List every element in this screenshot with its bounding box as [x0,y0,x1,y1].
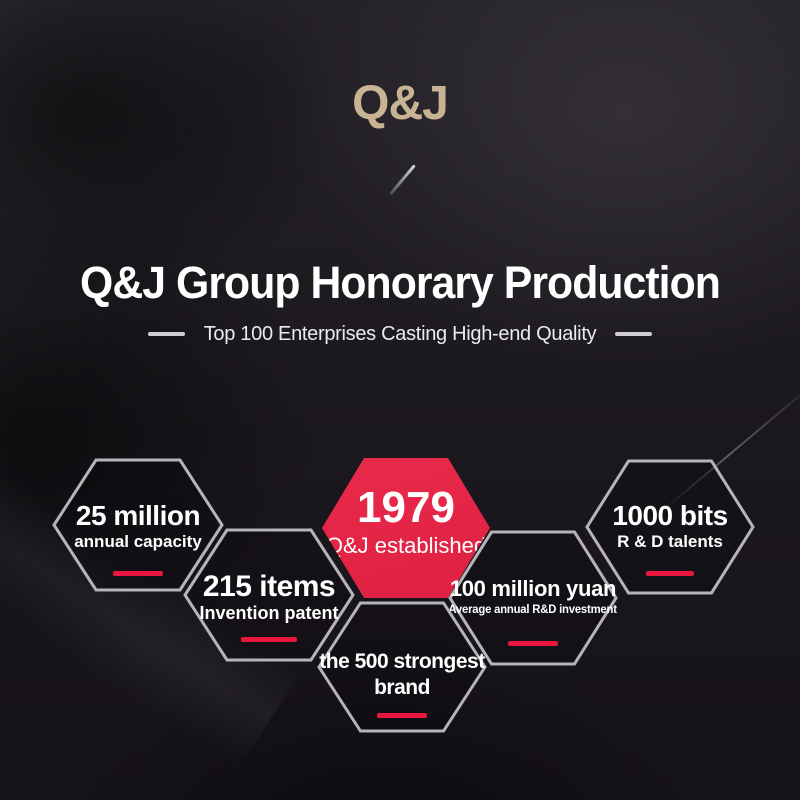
stat-content: 100 million yuan Average annual R&D inve… [448,530,618,666]
subtitle-row: Top 100 Enterprises Casting High-end Qua… [0,320,800,348]
page-title: Q&J Group Honorary Production [80,257,721,309]
stat-label: Q&J established [325,533,487,558]
stat-hexagon-rd-investment: 100 million yuan Average annual R&D inve… [448,530,618,666]
subtitle-text: Top 100 Enterprises Casting High-end Qua… [203,322,597,345]
divider-dash-right [615,332,653,336]
stat-label: Invention patent [199,603,339,623]
hexagon-outline [448,530,618,666]
red-underline [113,571,163,576]
stat-label: Average annual R&D investment [448,602,618,616]
stat-value: 1979 [357,483,455,532]
hexagon-outline [585,459,755,595]
stat-content: 25 million annual capacity [52,458,224,592]
red-underline [377,713,427,718]
stat-content: 1979 Q&J established [322,458,490,598]
hexagon-outline [183,528,355,662]
stat-value: the 500 strongest [319,650,485,673]
hexagon-outline [317,601,487,733]
stat-hexagon-rd-talents: 1000 bits R & D talents [585,459,755,595]
red-underline [646,571,694,576]
stat-hexagon-top500-brand: the 500 strongest brand [317,601,487,733]
stat-content: 215 items Invention patent [183,528,355,662]
divider-dash-left [147,332,185,336]
brand-logo: Q&J [352,77,449,130]
stat-content: 1000 bits R & D talents [585,459,755,595]
stat-value: 25 million [75,500,201,531]
hexagon-outline [52,458,224,592]
stat-label: brand [374,676,430,699]
stat-label: annual capacity [74,532,202,551]
stat-hexagon-annual-capacity: 25 million annual capacity [52,458,224,592]
stat-value: 1000 bits [612,500,728,531]
stat-value: 215 items [202,570,336,603]
red-underline [508,641,558,646]
red-underline [241,637,297,642]
stat-content: the 500 strongest brand [317,601,487,733]
stat-hexagon-invention-patent: 215 items Invention patent [183,528,355,662]
stat-value: 100 million yuan [449,576,617,601]
stat-label: R & D talents [617,532,723,551]
